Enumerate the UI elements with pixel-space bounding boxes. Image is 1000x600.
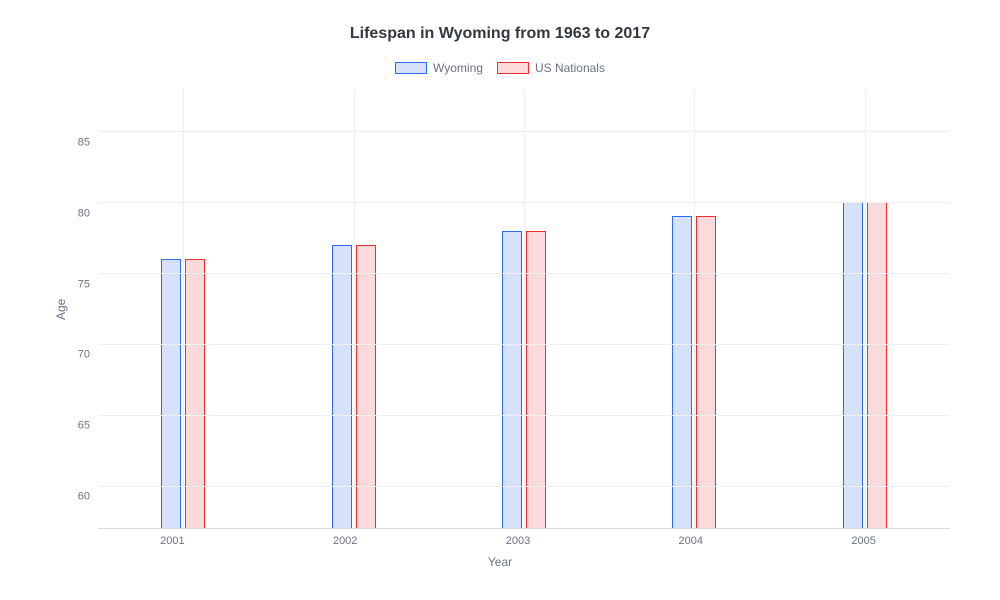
legend-item-wyoming[interactable]: Wyoming — [395, 61, 483, 75]
legend-swatch-us-nationals — [497, 62, 529, 74]
legend-label: Wyoming — [433, 61, 483, 75]
legend-item-us-nationals[interactable]: US Nationals — [497, 61, 605, 75]
bar[interactable] — [696, 216, 716, 528]
plot-area — [98, 89, 950, 529]
bar[interactable] — [672, 216, 692, 528]
x-tick: 2003 — [506, 535, 530, 547]
y-tick: 85 — [78, 137, 90, 148]
y-tick: 80 — [78, 208, 90, 219]
legend: Wyoming US Nationals — [20, 61, 980, 75]
gridline-vertical — [354, 89, 355, 528]
y-tick: 70 — [78, 350, 90, 361]
bar[interactable] — [185, 259, 205, 528]
gridline-vertical — [524, 89, 525, 528]
x-tick: 2002 — [333, 535, 357, 547]
legend-swatch-wyoming — [395, 62, 427, 74]
y-tick: 75 — [78, 279, 90, 290]
chart-title: Lifespan in Wyoming from 1963 to 2017 — [20, 25, 980, 43]
bar[interactable] — [867, 202, 887, 528]
x-tick: 2001 — [160, 535, 184, 547]
chart-container: Lifespan in Wyoming from 1963 to 2017 Wy… — [0, 0, 1000, 600]
bar[interactable] — [161, 259, 181, 528]
x-axis-label: Year — [20, 555, 980, 569]
x-tick: 2004 — [679, 535, 703, 547]
x-tick: 2005 — [851, 535, 875, 547]
bar[interactable] — [526, 231, 546, 528]
gridline-vertical — [183, 89, 184, 528]
plot-wrap: Age 60 65 70 75 80 85 — [20, 89, 980, 529]
bar[interactable] — [843, 202, 863, 528]
x-axis-ticks: 2001 2002 2003 2004 2005 — [86, 529, 950, 551]
gridline-vertical — [694, 89, 695, 528]
y-tick: 60 — [78, 492, 90, 503]
legend-label: US Nationals — [535, 61, 605, 75]
y-axis-ticks: 60 65 70 75 80 85 — [68, 89, 98, 529]
y-axis-label: Age — [48, 89, 68, 529]
bar[interactable] — [502, 231, 522, 528]
y-tick: 65 — [78, 421, 90, 432]
gridline-vertical — [865, 89, 866, 528]
